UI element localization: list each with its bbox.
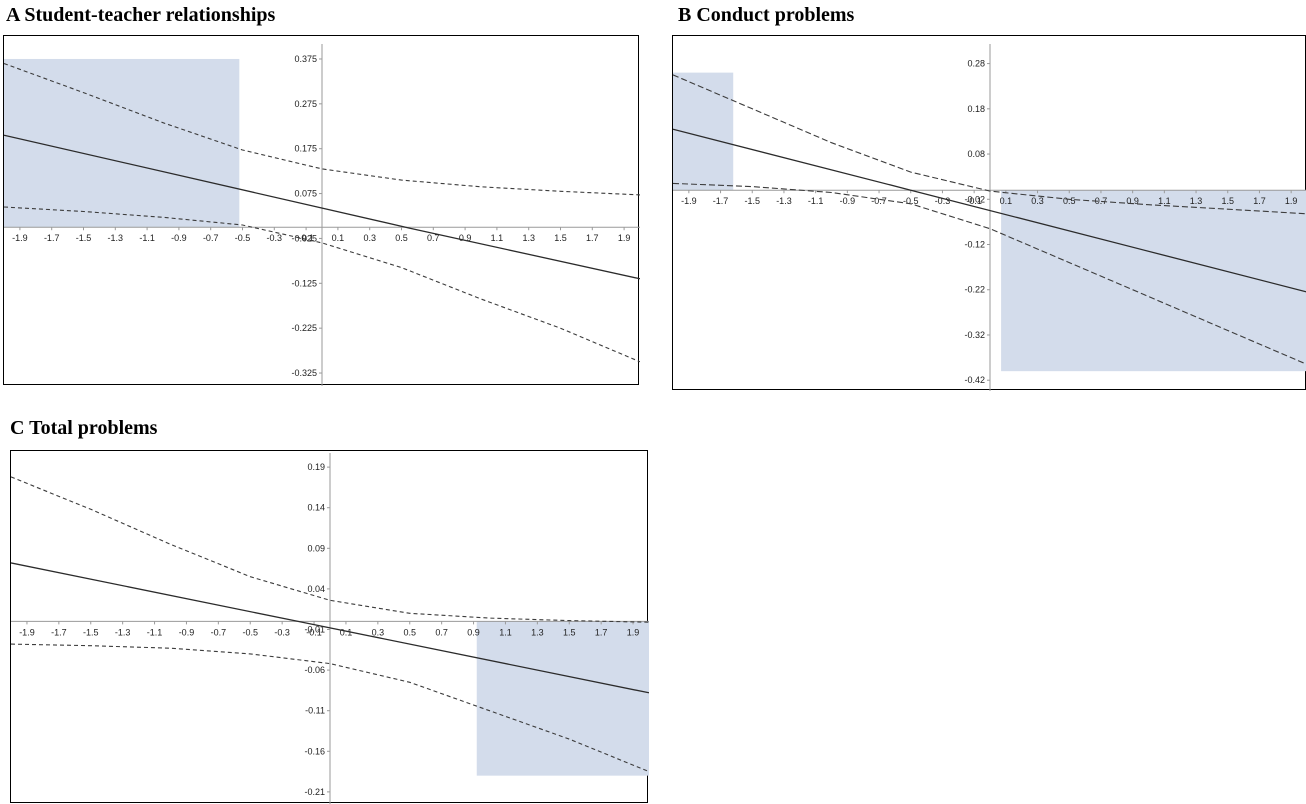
- chart-b-y-tick-label: -0.32: [964, 330, 985, 340]
- chart-c-x-tick-label: 1.7: [595, 627, 608, 637]
- chart-c-x-tick-label: -1.9: [19, 627, 35, 637]
- chart-a-x-tick-label: 1.9: [618, 233, 631, 243]
- chart-b-y-tick-label: 0.28: [967, 59, 985, 69]
- chart-b-x-tick-label: 1.3: [1190, 196, 1203, 206]
- chart-c-shaded-region-0: [477, 621, 649, 775]
- panel-c-chart: -1.9 -1.7 -1.5 -1.3 -1.1 -0.9 -0.7 -0.5 -0.3 -0.1…: [10, 450, 648, 803]
- chart-c-x-tick-label: 0.9: [467, 627, 480, 637]
- chart-b-y-tick-label: -0.22: [964, 285, 985, 295]
- chart-a-x-tick-label: 1.3: [522, 233, 535, 243]
- chart-a-x-tick-label: 0.1: [332, 233, 345, 243]
- chart-a-y-tick-label: 0.175: [294, 144, 317, 154]
- chart-a-y-tick-label: 0.375: [294, 54, 317, 64]
- chart-a-x-tick-label: -0.7: [203, 233, 219, 243]
- chart-a-x-tick-label: 1.1: [491, 233, 504, 243]
- chart-b-x-tick-label: 1.9: [1285, 196, 1298, 206]
- chart-c-x-tick-label: 0.5: [403, 627, 416, 637]
- chart-c-x-tick-label: 1.5: [563, 627, 576, 637]
- chart-b-x-tick-label: 1.5: [1221, 196, 1234, 206]
- chart-c-x-tick-label: 0.7: [435, 627, 448, 637]
- chart-c-y-tick-label: -0.06: [304, 665, 325, 675]
- chart-c-y-tick-label: 0.04: [307, 584, 325, 594]
- chart-b-y-tick-label: 0.18: [967, 104, 985, 114]
- chart-c-y-tick-label: 0.19: [307, 462, 325, 472]
- chart-a-x-tick-label: 0.3: [363, 233, 376, 243]
- panel-a-plot: -1.9 -1.7 -1.5 -1.3 -1.1 -0.9 -0.7 -0.5 -0.3 -0.1…: [4, 36, 640, 386]
- chart-b-y-tick-label: -0.12: [964, 240, 985, 250]
- chart-b-y-tick-label: -0.02: [964, 194, 985, 204]
- chart-a-y-tick-label: -0.125: [291, 278, 317, 288]
- chart-c-x-tick-label: 0.3: [372, 627, 385, 637]
- chart-b-x-tick-label: -1.3: [776, 196, 792, 206]
- chart-c-x-tick-label: 1.1: [499, 627, 512, 637]
- chart-c-x-tick-label: -1.1: [147, 627, 163, 637]
- chart-b-x-tick-label: -1.9: [681, 196, 697, 206]
- chart-c-x-tick-label: -0.5: [242, 627, 258, 637]
- chart-a-x-tick-label: 1.7: [586, 233, 599, 243]
- panel-b-title: B Conduct problems: [678, 5, 854, 25]
- panel-b-plot: -1.9 -1.7 -1.5 -1.3 -1.1 -0.9 -0.7 -0.5 -0.3 -0.1…: [673, 36, 1306, 391]
- chart-c-y-tick-label: -0.21: [304, 787, 325, 797]
- chart-b-y-tick-label: -0.42: [964, 375, 985, 385]
- chart-a-y-tick-label: -0.225: [291, 323, 317, 333]
- chart-c-x-tick-label: 1.3: [531, 627, 544, 637]
- chart-c-x-tick-label: -1.7: [51, 627, 67, 637]
- chart-b-x-tick-label: -1.1: [808, 196, 824, 206]
- chart-b-x-tick-label: 0.5: [1063, 196, 1076, 206]
- chart-b-x-tick-label: 1.7: [1253, 196, 1266, 206]
- panel-a-chart: -1.9 -1.7 -1.5 -1.3 -1.1 -0.9 -0.7 -0.5 -0.3 -0.1…: [3, 35, 639, 385]
- chart-b-x-tick-label: -1.5: [744, 196, 760, 206]
- panel-b-chart: -1.9 -1.7 -1.5 -1.3 -1.1 -0.9 -0.7 -0.5 -0.3 -0.1…: [672, 35, 1306, 390]
- chart-a-y-tick-label: 0.275: [294, 99, 317, 109]
- chart-b-x-tick-label: -0.9: [840, 196, 856, 206]
- chart-b-x-tick-label: 0.3: [1031, 196, 1044, 206]
- chart-b-x-tick-label: -0.5: [903, 196, 919, 206]
- chart-a-x-tick-label: -0.5: [235, 233, 251, 243]
- chart-a-y-tick-label: -0.325: [291, 368, 317, 378]
- chart-a-x-tick-label: -1.7: [44, 233, 60, 243]
- chart-a-x-tick-label: 0.5: [395, 233, 408, 243]
- chart-b-x-tick-label: 0.9: [1126, 196, 1139, 206]
- chart-c-y-tick-label: -0.16: [304, 746, 325, 756]
- chart-b-y-tick-label: 0.08: [967, 149, 985, 159]
- chart-a-x-tick-label: -0.9: [171, 233, 187, 243]
- panel-c-plot: -1.9 -1.7 -1.5 -1.3 -1.1 -0.9 -0.7 -0.5 -0.3 -0.1…: [11, 451, 649, 804]
- chart-c-x-tick-label: -1.3: [115, 627, 131, 637]
- chart-c-x-tick-label: 1.9: [627, 627, 640, 637]
- chart-c-y-tick-label: 0.14: [307, 503, 325, 513]
- chart-a-x-tick-label: -1.9: [12, 233, 28, 243]
- chart-b-x-tick-label: 0.1: [1000, 196, 1013, 206]
- chart-c-x-tick-label: -0.7: [211, 627, 227, 637]
- chart-a-x-tick-label: -1.1: [139, 233, 155, 243]
- chart-c-y-tick-label: -0.11: [305, 706, 325, 716]
- chart-b-x-tick-label: 1.1: [1158, 196, 1171, 206]
- panel-c-title: C Total problems: [10, 418, 157, 438]
- chart-b-x-tick-label: -1.7: [713, 196, 729, 206]
- chart-c-x-tick-label: -1.5: [83, 627, 99, 637]
- chart-a-x-tick-label: -1.5: [76, 233, 92, 243]
- chart-a-x-tick-label: 1.5: [554, 233, 567, 243]
- chart-c-x-tick-label: -0.3: [274, 627, 290, 637]
- panel-a-title: A Student-teacher relationships: [6, 5, 275, 25]
- chart-c-y-tick-label: 0.09: [307, 543, 325, 553]
- chart-a-y-tick-label: 0.075: [294, 189, 317, 199]
- chart-c-x-tick-label: -0.9: [179, 627, 195, 637]
- chart-b-x-tick-label: -0.7: [871, 196, 887, 206]
- chart-a-x-tick-label: -0.3: [267, 233, 283, 243]
- chart-a-x-tick-label: -1.3: [108, 233, 124, 243]
